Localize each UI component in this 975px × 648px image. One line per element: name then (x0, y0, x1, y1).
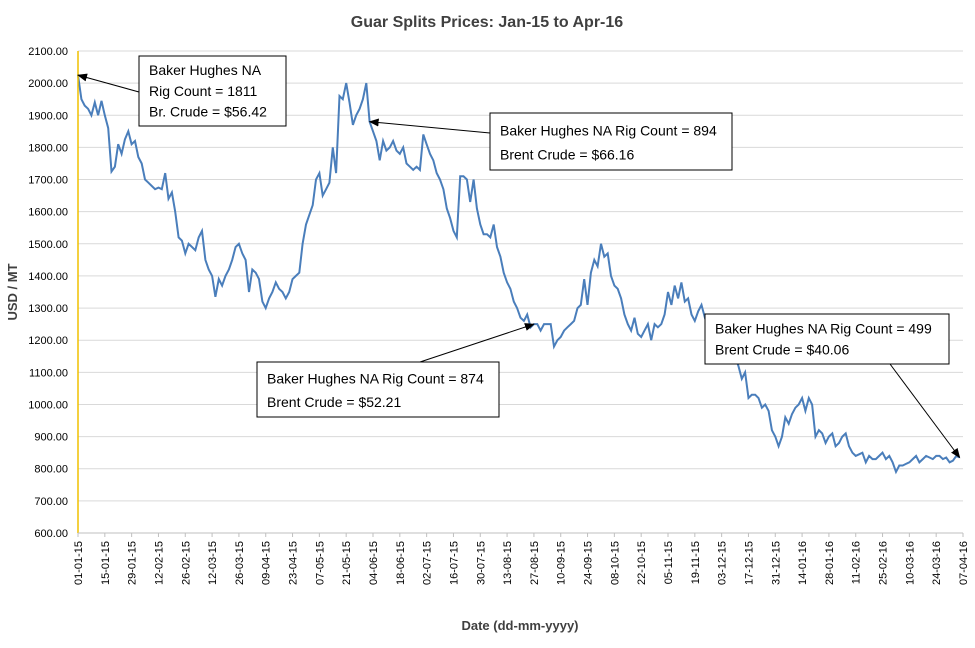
annotation-callout: Baker Hughes NA Rig Count = 499 Brent Cru… (704, 313, 961, 459)
annotation-arrow (77, 73, 140, 93)
chart-title: Guar Splits Prices: Jan-15 to Apr-16 (351, 14, 623, 31)
x-tick-label: 22-10-15 (636, 541, 648, 585)
x-tick-label: 23-04-15 (288, 541, 300, 585)
annotation-text: Brent Crude = $66.16 (500, 147, 634, 163)
annotation-arrow (368, 118, 491, 134)
y-tick-label: 1400.00 (28, 271, 68, 283)
x-tick-label: 18-06-15 (395, 541, 407, 585)
x-axis-title: Date (dd-mm-yyyy) (461, 618, 578, 633)
x-tick-label: 30-07-15 (475, 541, 487, 585)
annotation-callout: Baker Hughes NA Rig Count = 874 Brent Cru… (256, 323, 535, 418)
annotation-box (138, 55, 287, 127)
x-tick-label: 29-01-15 (127, 541, 139, 585)
x-tick-label: 07-05-15 (314, 541, 326, 585)
x-tick-label: 26-02-15 (180, 541, 192, 585)
y-tick-label: 1300.00 (28, 303, 68, 315)
annotation-text: Brent Crude = $40.06 (715, 342, 849, 358)
y-tick-label: 1200.00 (28, 335, 68, 347)
x-tick-label: 27-08-15 (529, 541, 541, 585)
y-tick-label: 2000.00 (28, 78, 68, 90)
x-tick-label: 13-08-15 (502, 541, 514, 585)
x-tick-label: 01-01-15 (73, 541, 85, 585)
annotation-text: Br. Crude = $56.42 (149, 104, 267, 120)
x-tick-label: 28-01-16 (824, 541, 836, 585)
annotation-callout: Baker Hughes NA Rig Count = 1811 Br. Crude… (77, 55, 287, 127)
x-tick-label: 24-09-15 (583, 541, 595, 585)
annotations: Baker Hughes NA Rig Count = 1811 Br. Crude… (77, 55, 961, 459)
annotation-text: Baker Hughes NA (149, 62, 262, 78)
y-axis-ticks: 600.00 700.00 800.00 900.00 1000.00 1100.00 12… (28, 46, 68, 540)
x-tick-label: 10-09-15 (556, 541, 568, 585)
x-tick-label: 07-04-16 (958, 541, 970, 585)
axes (77, 51, 963, 534)
x-tick-label: 05-11-15 (663, 541, 675, 584)
annotation-text: Rig Count = 1811 (149, 83, 258, 99)
x-axis-ticks: 01-01-15 15-01-15 29-01-15 12-02-15 26-02-15… (73, 533, 970, 585)
annotation-arrow (889, 363, 961, 459)
y-tick-label: 1000.00 (28, 399, 68, 411)
x-tick-label: 12-02-15 (153, 541, 165, 585)
y-tick-label: 2100.00 (28, 46, 68, 58)
series-line (77, 74, 961, 475)
y-tick-label: 1800.00 (28, 142, 68, 154)
x-tick-label: 17-12-15 (743, 541, 755, 585)
y-tick-label: 1900.00 (28, 110, 68, 122)
annotation-callout: Baker Hughes NA Rig Count = 894 Brent Cru… (368, 112, 733, 171)
x-tick-label: 02-07-15 (422, 541, 434, 585)
x-tick-label: 14-01-16 (797, 541, 809, 585)
y-tick-label: 1700.00 (28, 175, 68, 187)
x-tick-label: 04-06-15 (368, 541, 380, 585)
x-tick-label: 03-12-15 (717, 541, 729, 585)
annotation-text: Baker Hughes NA Rig Count = 499 (715, 320, 932, 336)
y-tick-label: 1600.00 (28, 207, 68, 219)
x-tick-label: 21-05-15 (341, 541, 353, 585)
annotation-text: Baker Hughes NA Rig Count = 874 (267, 370, 484, 386)
x-tick-label: 31-12-15 (770, 541, 782, 585)
annotation-box (489, 112, 733, 171)
y-tick-label: 600.00 (34, 528, 68, 540)
y-tick-label: 700.00 (34, 496, 68, 508)
x-tick-label: 24-03-16 (931, 541, 943, 585)
x-tick-label: 25-02-16 (878, 541, 890, 585)
x-tick-label: 26-03-15 (234, 541, 246, 585)
annotation-text: Baker Hughes NA Rig Count = 894 (500, 122, 717, 138)
x-tick-label: 19-11-15 (690, 541, 702, 584)
y-tick-label: 1500.00 (28, 239, 68, 251)
x-tick-label: 09-04-15 (261, 541, 273, 585)
x-tick-label: 10-03-16 (904, 541, 916, 585)
x-tick-label: 15-01-15 (100, 541, 112, 585)
y-axis-title: USD / MT (5, 263, 20, 320)
x-tick-label: 16-07-15 (448, 541, 460, 585)
annotation-text: Brent Crude = $52.21 (267, 394, 401, 410)
annotation-arrow (419, 323, 535, 363)
y-tick-label: 900.00 (34, 432, 68, 444)
y-tick-label: 1100.00 (29, 367, 68, 379)
x-tick-label: 12-03-15 (207, 541, 219, 585)
x-tick-label: 11-02-16 (851, 541, 863, 584)
y-tick-label: 800.00 (34, 464, 68, 476)
annotation-box (256, 361, 500, 418)
annotation-box (704, 313, 950, 365)
x-tick-label: 08-10-15 (609, 541, 621, 585)
